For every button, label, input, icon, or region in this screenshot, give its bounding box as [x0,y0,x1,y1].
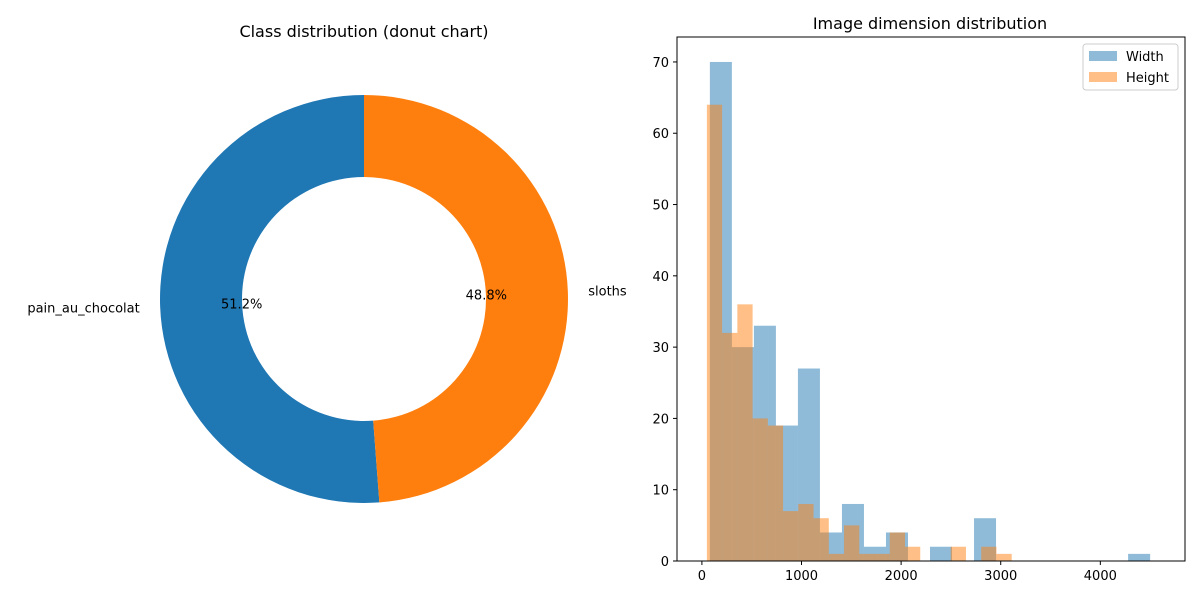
legend-label-height: Height [1126,71,1169,86]
histogram-bar-height [783,511,799,561]
x-tick-label: 4000 [1084,569,1117,584]
y-tick-label: 0 [661,555,669,570]
legend-swatch-height [1089,72,1117,82]
y-tick-label: 70 [652,56,669,71]
histogram-title: Image dimension distribution [813,14,1047,33]
histogram-bar-height [889,532,906,561]
legend: Width Height [1082,43,1179,91]
histogram-bar-height [981,546,997,561]
histogram-bar-height [813,518,829,561]
legend-swatch-width [1089,51,1117,61]
legend-label-width: Width [1126,50,1164,65]
slice-category-label-sloths: sloths [588,285,627,300]
y-tick-label: 30 [652,341,669,356]
plot-frame [676,36,1186,562]
series-height [706,104,1012,561]
y-tick-label: 20 [652,412,669,427]
histogram-bar-width [1128,553,1151,561]
histogram-bar-height [905,546,921,561]
histogram-panel: Image dimension distribution 0 1000 2000 30… [652,14,1186,584]
histogram-bar-height [874,553,890,561]
donut-title: Class distribution (donut chart) [239,22,488,41]
slice-percent-label-sloths: 48.8% [466,288,507,303]
histogram-bar-height [752,418,768,561]
histogram-bar-height [798,503,814,561]
x-tick-label: 1000 [785,569,818,584]
donut-slice-pain-au-chocolat [160,95,380,503]
donut-slice-sloths [364,95,569,503]
histogram-bar-height [722,332,738,561]
slice-percent-label-pain-au-chocolat: 51.2% [221,298,262,313]
histogram-bar-width [930,546,953,561]
y-tick-label: 60 [652,127,669,142]
donut-chart-panel: Class distribution (donut chart) pain_au… [27,22,627,503]
x-tick-label: 2000 [885,569,918,584]
histogram-bar-height [706,104,723,561]
y-tick-label: 40 [652,270,669,285]
histogram-bar-height [828,553,845,561]
histogram-bar-height [737,304,753,561]
histogram-bar-height [859,553,875,561]
slice-category-label-pain-au-chocolat: pain_au_chocolat [27,301,139,316]
histogram-bar-height [844,525,860,561]
y-tick-label: 10 [652,484,669,499]
histogram-bar-height [950,546,966,561]
x-tick-label: 0 [698,569,706,584]
histogram-bar-height [996,553,1012,561]
y-tick-label: 50 [652,199,669,214]
histogram-bar-height [767,425,784,561]
x-tick-label: 3000 [984,569,1017,584]
